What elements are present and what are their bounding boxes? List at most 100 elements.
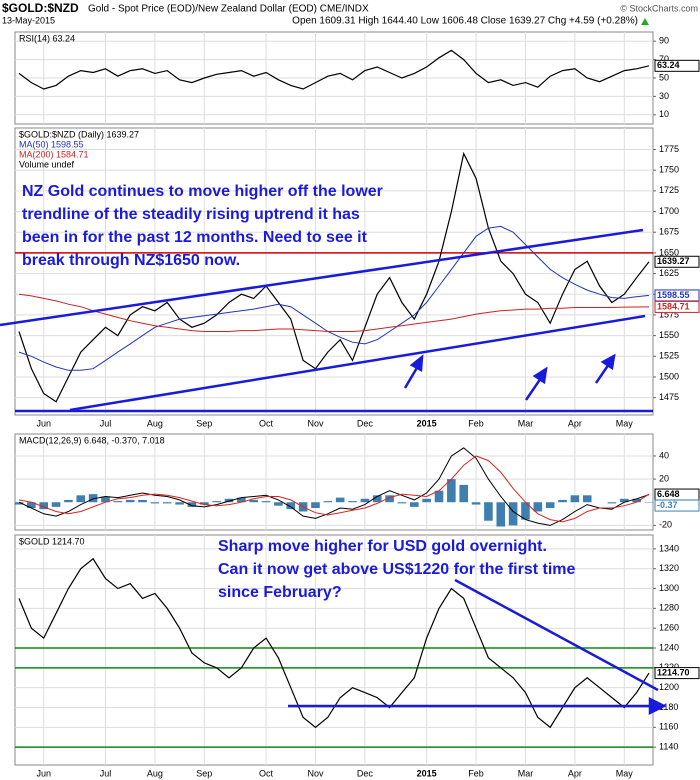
down-trend: [454, 578, 659, 692]
value-tag: 1598.55: [657, 290, 690, 300]
histogram-bar: [175, 502, 184, 505]
histogram-bar: [14, 502, 24, 505]
histogram-bar: [150, 502, 160, 504]
y-tick-label: 1525: [659, 351, 679, 361]
histogram-bar: [508, 502, 518, 526]
histogram-bar: [434, 490, 444, 503]
y-tick-label: 1280: [659, 603, 679, 613]
y-tick-label: 10: [659, 109, 669, 119]
histogram-bar: [496, 502, 506, 527]
x-tick-label: Mar: [518, 418, 534, 428]
y-tick-label: 1200: [659, 682, 679, 692]
histogram-bar: [138, 499, 147, 503]
arrow-head: [409, 354, 424, 373]
x-tick-label: Nov: [307, 418, 324, 428]
symbol: $GOLD:$NZD: [2, 1, 79, 15]
date: 13-May-2015: [2, 15, 55, 25]
histogram-bar: [125, 499, 135, 503]
watermark: © StockCharts.com: [620, 3, 698, 13]
arrow: [594, 363, 611, 384]
arrow: [403, 365, 420, 389]
histogram-bar: [199, 502, 209, 505]
histogram-bar: [249, 499, 259, 503]
value-tag-box: [654, 59, 700, 72]
y-tick-label: 20: [659, 473, 669, 483]
legend-entry: $GOLD:$NZD (Daily) 1639.27: [19, 129, 139, 139]
histogram-bar: [27, 502, 36, 509]
up-icon: [641, 18, 649, 25]
x-tick-label: Dec: [357, 418, 374, 428]
lower-channel: [69, 314, 646, 412]
x-tick-label: Jun: [36, 768, 51, 778]
histogram-bar: [261, 501, 271, 503]
series-line: [18, 293, 650, 332]
x-tick-label: Jul: [100, 768, 112, 778]
ohlc: Open 1609.31 High 1644.40 Low 1606.48 Cl…: [292, 16, 638, 27]
legend-entry: MA(50) 1598.55: [19, 139, 84, 149]
histogram-bar: [39, 502, 49, 510]
x-tick-label: May: [616, 418, 634, 428]
annotation: since February?: [218, 584, 342, 601]
panel: [14, 534, 654, 766]
arrow-head: [532, 366, 548, 385]
arrow: [524, 377, 543, 401]
histogram-bar: [397, 502, 407, 504]
histogram-bar: [101, 496, 110, 503]
histogram-bar: [274, 502, 283, 506]
histogram-bar: [286, 502, 296, 510]
histogram-bar: [64, 499, 73, 503]
histogram-bar: [459, 484, 469, 503]
panel: [14, 127, 654, 416]
series-line: [18, 151, 650, 403]
histogram-bar: [76, 495, 86, 503]
y-tick-label: 1750: [659, 165, 679, 175]
panel-title: MACD(12,26,9) 6.648, -0.370, 7.018: [19, 435, 165, 445]
x-tick-label: May: [616, 768, 634, 778]
annotation: NZ Gold continues to move higher off the…: [22, 183, 383, 200]
y-tick-label: -20: [659, 520, 672, 530]
y-tick-label: 1260: [659, 623, 679, 633]
x-tick-label: Aug: [147, 768, 163, 778]
histogram-bar: [335, 497, 345, 503]
value-tag: 1214.70: [657, 667, 690, 677]
histogram-bar: [212, 501, 221, 503]
value-tag: 63.24: [657, 60, 680, 70]
y-tick-label: 1300: [659, 583, 679, 593]
histogram-bar: [237, 497, 246, 503]
y-tick-label: 1575: [659, 309, 679, 319]
plots: 90 70 50 30 10 63.24 RSI(14) 63.24 1475 1500 1525…: [14, 31, 700, 778]
histogram-bar: [619, 498, 629, 503]
y-tick-label: 1500: [659, 371, 679, 381]
histogram-bar: [422, 498, 431, 503]
arrow-head: [648, 696, 667, 716]
histogram-bar: [545, 502, 555, 509]
annotation: Sharp move higher for USD gold overnight…: [218, 538, 547, 555]
panel: [14, 433, 654, 531]
value-tag: 1584.71: [657, 301, 690, 311]
x-tick-label: Feb: [468, 418, 484, 428]
series-line: [18, 455, 650, 523]
x-tick-label: 2015: [417, 418, 437, 428]
y-tick-label: 1320: [659, 563, 679, 573]
histogram-bar: [533, 502, 543, 512]
legend-entry: MA(200) 1584.71: [19, 149, 89, 159]
value-tag: -0.37: [657, 500, 678, 510]
annotation: break through NZ$1650 now.: [22, 252, 240, 269]
histogram-bar: [607, 502, 617, 504]
x-tick-label: Feb: [468, 768, 484, 778]
y-tick-label: 90: [659, 36, 669, 46]
histogram-bar: [632, 498, 641, 503]
x-tick-label: Jul: [100, 418, 112, 428]
annotation: been in for the past 12 months. Need to …: [22, 229, 368, 246]
histogram-bar: [88, 494, 98, 503]
x-tick-label: Aug: [147, 418, 163, 428]
legend-note: Volume undef: [19, 159, 75, 169]
x-tick-label: Sep: [196, 418, 212, 428]
histogram-bar: [162, 502, 172, 504]
histogram-bar: [409, 502, 419, 507]
y-tick-label: 1340: [659, 543, 679, 553]
value-tag-box: [654, 499, 700, 512]
x-tick-label: Oct: [259, 768, 274, 778]
series-line: [18, 49, 650, 90]
description: Gold - Spot Price (EOD)/New Zealand Doll…: [88, 4, 369, 15]
